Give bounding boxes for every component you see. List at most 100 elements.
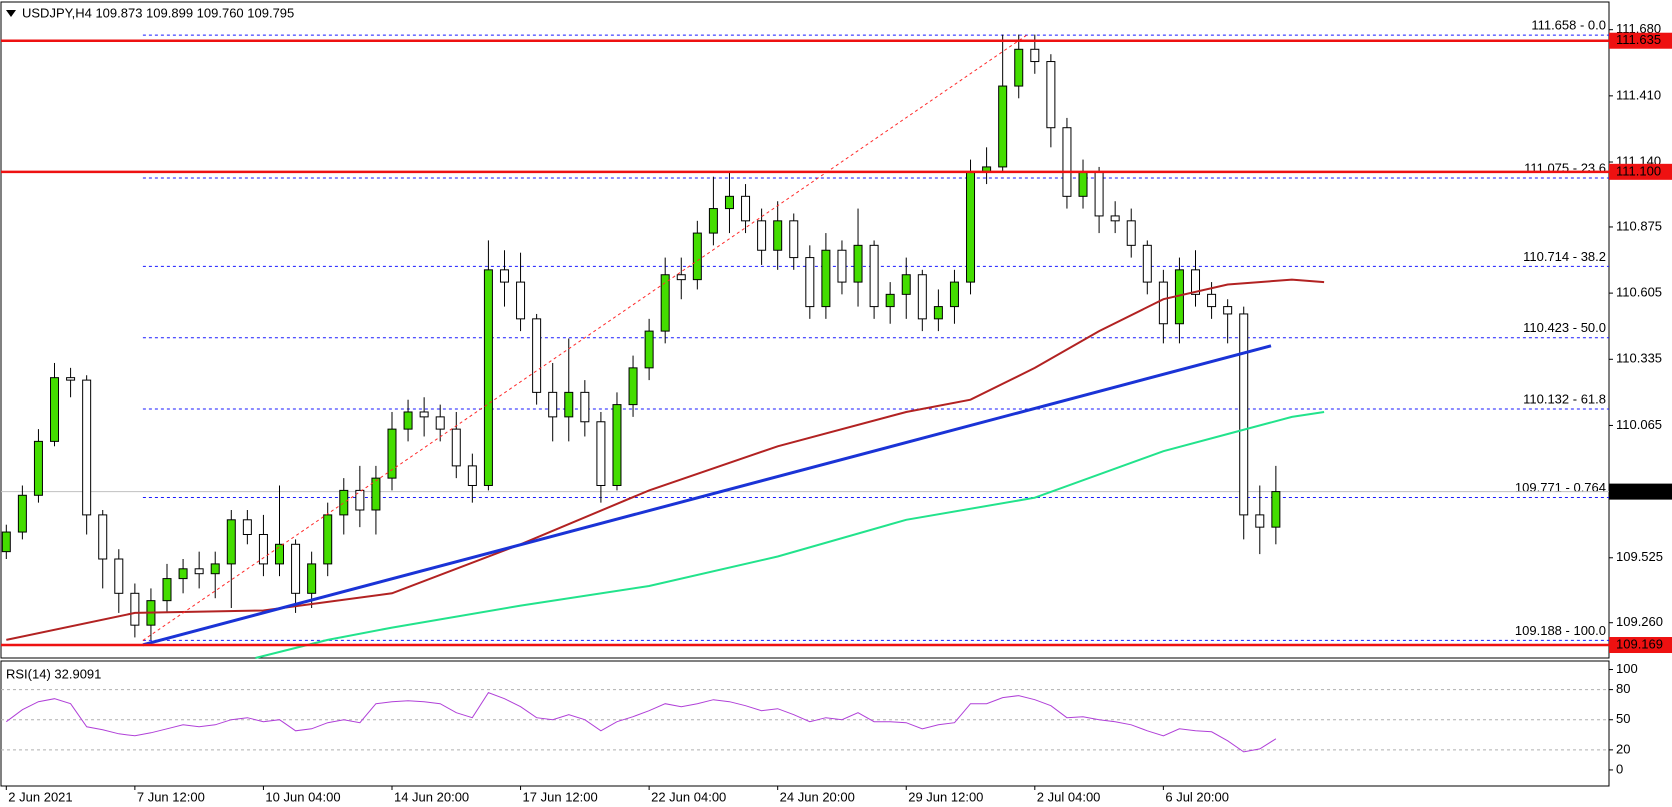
candle-body xyxy=(1094,171,1104,217)
dropdown-icon xyxy=(6,10,16,17)
x-tick-label: 29 Jun 12:00 xyxy=(908,789,983,804)
candle-body xyxy=(403,411,413,430)
x-tick-label: 14 Jun 20:00 xyxy=(394,789,469,804)
x-tick-label: 2 Jun 2021 xyxy=(8,789,72,804)
candle-body xyxy=(17,494,27,533)
candle-body xyxy=(564,391,574,418)
fib-level-label: 110.423 - 50.0 xyxy=(1523,320,1606,335)
candle-body xyxy=(274,543,284,565)
candle-body xyxy=(612,404,622,486)
y-tick-label: 110.605 xyxy=(1616,285,1662,300)
overlay-line xyxy=(142,34,1028,641)
candle-body xyxy=(291,543,301,594)
candle-body xyxy=(933,306,943,320)
candle-body xyxy=(532,318,542,393)
overlay-line xyxy=(142,344,1272,647)
candle-body xyxy=(1110,215,1120,222)
candle-body xyxy=(1239,313,1249,516)
chart-title: USDJPY,H4 109.873 109.899 109.760 109.79… xyxy=(22,5,294,20)
x-tick-label: 22 Jun 04:00 xyxy=(651,789,726,804)
candle-body xyxy=(98,514,108,560)
rsi-tick-label: 80 xyxy=(1616,681,1630,696)
candle-body xyxy=(82,379,92,516)
candle-body xyxy=(194,568,204,575)
level-price-box xyxy=(1609,637,1672,654)
candle-body xyxy=(596,421,606,486)
x-tick-label: 6 Jul 20:00 xyxy=(1165,789,1229,804)
candle-body xyxy=(789,220,799,259)
overlay-line xyxy=(6,278,1325,641)
candle-body xyxy=(1030,48,1040,63)
candle-body xyxy=(307,563,317,594)
candle-body xyxy=(50,377,60,442)
rsi-tick-label: 0 xyxy=(1616,761,1623,776)
candle-body xyxy=(917,274,927,320)
candle-body xyxy=(483,269,493,486)
candle-body xyxy=(451,428,461,467)
candle-body xyxy=(998,85,1008,168)
last-price-box xyxy=(1609,483,1672,500)
y-tick-label: 109.260 xyxy=(1616,614,1663,629)
candle-body xyxy=(901,274,911,295)
candle-body xyxy=(387,428,397,479)
candle-body xyxy=(242,519,252,535)
candle-body xyxy=(499,269,509,283)
level-price-box xyxy=(1609,163,1672,180)
candle-body xyxy=(548,391,558,418)
fib-level-label: 111.075 - 23.6 xyxy=(1524,160,1606,175)
candle-body xyxy=(869,244,879,308)
candle-body xyxy=(419,411,429,418)
candle-body xyxy=(628,367,638,406)
overlay-line xyxy=(255,411,1325,659)
candle-body xyxy=(885,293,895,308)
y-tick-label: 111.680 xyxy=(1616,21,1661,36)
fib-level-label: 109.771 - 0.764 xyxy=(1515,480,1606,495)
x-tick-label: 24 Jun 20:00 xyxy=(780,789,855,804)
candle-body xyxy=(1062,127,1072,197)
candle-body xyxy=(741,195,751,222)
candle-body xyxy=(1223,306,1233,315)
candle-body xyxy=(644,330,654,369)
level-price-label: 111.635 xyxy=(1616,32,1661,47)
candle-body xyxy=(966,171,976,283)
candle-body xyxy=(66,377,76,381)
candle-body xyxy=(692,232,702,281)
candle-body xyxy=(949,281,959,308)
candle-body xyxy=(1,531,11,553)
level-price-label: 109.169 xyxy=(1616,636,1663,651)
candle-body xyxy=(1014,48,1024,87)
x-tick-label: 17 Jun 12:00 xyxy=(523,789,598,804)
candle-body xyxy=(371,477,381,511)
y-tick-label: 110.065 xyxy=(1616,417,1662,432)
y-tick-label: 111.410 xyxy=(1616,87,1661,102)
candle-body xyxy=(1126,220,1136,246)
candle-body xyxy=(339,489,349,516)
last-price-label: 109.795 xyxy=(1616,483,1663,498)
candle-body xyxy=(162,578,172,602)
level-price-label: 111.100 xyxy=(1616,163,1661,178)
candle-body xyxy=(355,489,365,511)
y-tick-label: 109.525 xyxy=(1616,549,1663,564)
candle-body xyxy=(660,274,670,332)
candle-body xyxy=(130,592,140,626)
candle-body xyxy=(1158,281,1168,325)
rsi-tick-label: 50 xyxy=(1616,711,1630,726)
candle-body xyxy=(853,244,863,283)
candle-body xyxy=(226,519,236,565)
candle-body xyxy=(516,281,526,320)
rsi-pane-frame xyxy=(0,660,1610,787)
candle-body xyxy=(821,249,831,308)
x-tick-label: 2 Jul 04:00 xyxy=(1037,789,1101,804)
candle-body xyxy=(580,391,590,423)
candle-body xyxy=(724,195,734,210)
candle-body xyxy=(1046,61,1056,129)
candle-body xyxy=(1207,293,1217,308)
fib-level-label: 109.188 - 100.0 xyxy=(1515,623,1606,638)
rsi-line xyxy=(6,691,1277,753)
candle-body xyxy=(114,558,124,594)
main-pane-frame xyxy=(0,1,1610,659)
candle-body xyxy=(1255,514,1265,528)
candle-body xyxy=(757,220,767,251)
